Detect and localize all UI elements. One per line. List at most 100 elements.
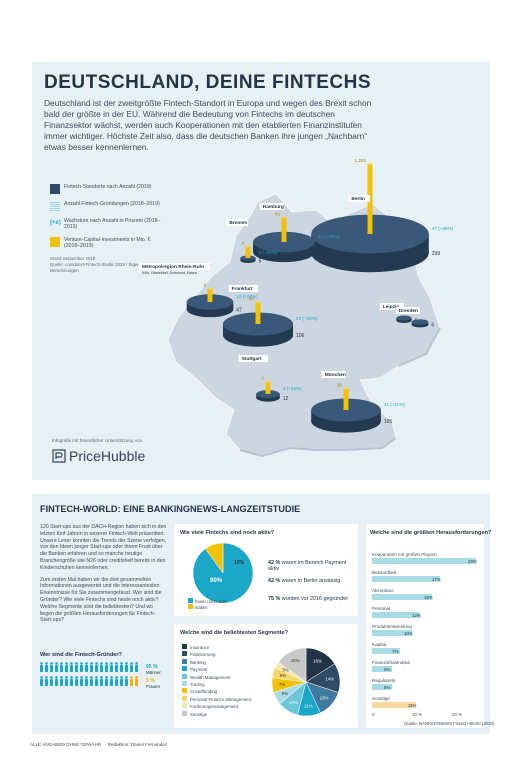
challenge-value-finanzinfrastruktur: 5% bbox=[384, 666, 391, 672]
city-label-box-dresden bbox=[395, 307, 420, 314]
city-label-box-frankfurt bbox=[228, 285, 258, 292]
segment-swatch-banking bbox=[182, 658, 187, 664]
city-growth-munchen: 21 (+11%) bbox=[384, 402, 405, 407]
person-icon bbox=[50, 676, 53, 686]
challenge-bar-finanzinfrastruktur bbox=[372, 666, 392, 672]
city-growth-hamburg: 17 (+26%) bbox=[318, 234, 340, 239]
challenges-axis: 0 10 % 20 % bbox=[372, 712, 482, 718]
city-name-munchen: München bbox=[325, 372, 346, 378]
segment-swatch-forderungsmanagement bbox=[182, 703, 187, 709]
legend-venture: Venture-Capital-Investments in Mio. € (2… bbox=[50, 237, 168, 249]
segment-legend-finanzierung: Finanzierung bbox=[182, 651, 251, 658]
person-icon bbox=[50, 662, 53, 672]
segment-value-crowdfunding: 7% bbox=[279, 682, 285, 687]
person-icon bbox=[65, 662, 68, 672]
segment-label-personal-finance-management: Personal Finance Management bbox=[190, 696, 252, 702]
city-name-stuttgart: Stuttgart bbox=[242, 356, 262, 362]
inactive-pie-label: 10% bbox=[234, 560, 245, 566]
segment-swatch-insurance bbox=[182, 644, 187, 649]
segment-legend-wealth-management: Wealth Management bbox=[182, 673, 251, 681]
city-label-box-hamburg bbox=[259, 203, 284, 210]
venture-bar-top-munchen bbox=[343, 387, 349, 390]
germany-shadow bbox=[239, 327, 441, 458]
active-pie-label: 90% bbox=[210, 578, 223, 584]
segment-swatch-trading bbox=[182, 681, 187, 687]
venture-value-bremen: 4 bbox=[241, 240, 244, 245]
challenge-row-kooperation-mit-gro-en-playern: Kooperation mit großen Playern 26% bbox=[372, 552, 482, 570]
challenge-label-personal: Personal bbox=[372, 606, 391, 611]
venture-bar-top-stuttgart bbox=[265, 380, 271, 383]
segments-legend: Insurance Finanzierung Banking Payment Wealt… bbox=[182, 644, 251, 718]
person-icon bbox=[80, 676, 83, 686]
segments-title: Welche sind die beliebtesten Segmente? bbox=[180, 630, 289, 636]
city-label-box-metropolregion-rhein-ruhr bbox=[139, 263, 210, 270]
person-icon bbox=[130, 676, 133, 686]
challenge-bar-bekanntheit bbox=[372, 576, 440, 582]
person-icon bbox=[75, 662, 78, 672]
city-growth-berlin: 47 (+26%) bbox=[432, 226, 454, 231]
city-stuttgart: 6 Stuttgart 12 3 (+33%) bbox=[238, 355, 302, 402]
challenge-bar-sonstige bbox=[372, 702, 416, 708]
person-icon bbox=[110, 662, 113, 672]
person-icon bbox=[65, 676, 68, 686]
active-legend-swatch bbox=[188, 598, 193, 603]
axis-tick: 20 % bbox=[452, 712, 463, 717]
city-label-box-stuttgart bbox=[238, 355, 268, 362]
challenge-bar-regulatorik bbox=[372, 684, 392, 690]
challenge-row-akzeptanz: Akzeptanz 15% bbox=[372, 588, 482, 606]
person-icon bbox=[75, 676, 78, 686]
legend-growth: (+x) Wachstum nach Anzahl in Prozent (20… bbox=[50, 218, 161, 230]
segment-value-banking: 13% bbox=[320, 695, 329, 700]
venture-bar-hamburg bbox=[281, 217, 287, 242]
challenge-value-sonstige: 11% bbox=[408, 702, 417, 708]
segment-label-insurance: Insurance bbox=[190, 645, 210, 650]
person-icon bbox=[120, 662, 123, 672]
segment-value-trading: 6% bbox=[282, 691, 288, 696]
segment-label-wealth-management: Wealth Management bbox=[190, 674, 231, 680]
legend-source: Stand September 2019 Quelle: comdirect-F… bbox=[50, 256, 143, 273]
pie-slice-inaktiv bbox=[205, 542, 224, 574]
city-count-munchen: 105 bbox=[384, 419, 393, 425]
segment-label-forderungsmanagement: Forderungsmanagement bbox=[190, 704, 239, 710]
person-icon bbox=[105, 676, 108, 686]
study-text: 120 Start-ups aus der DACH-Region haben … bbox=[40, 524, 167, 624]
venture-value-stuttgart: 6 bbox=[261, 376, 264, 381]
venture-bar-munchen bbox=[343, 388, 349, 410]
venture-bar-frankfurt bbox=[255, 302, 261, 324]
person-icon bbox=[40, 676, 43, 686]
challenge-row-bekanntheit: Bekanntheit 17% bbox=[372, 570, 482, 588]
challenge-value-kapital: 7% bbox=[392, 648, 399, 654]
challenge-label-kapital: Kapital bbox=[372, 642, 387, 647]
challenge-bar-personal bbox=[372, 612, 420, 618]
city-growth-bremen: 1 (+25%) bbox=[259, 250, 278, 255]
person-icon bbox=[90, 676, 93, 686]
person-icon bbox=[95, 662, 98, 672]
challenge-label-regulatorik: Regulatorik bbox=[372, 678, 396, 683]
legend-swatch-foundings bbox=[50, 201, 60, 211]
axis-tick: 0 bbox=[372, 712, 375, 717]
cylinder-top-dresden bbox=[411, 319, 429, 325]
person-icon bbox=[55, 676, 58, 686]
venture-bar-top-berlin bbox=[367, 163, 373, 165]
segment-swatch-crowdfunding bbox=[182, 688, 187, 694]
city-dresden: Dresden 6 bbox=[395, 307, 434, 329]
challenge-bar-kapital bbox=[372, 648, 400, 654]
segment-legend-banking: Banking bbox=[182, 658, 251, 666]
challenge-value-akzeptanz: 15% bbox=[424, 594, 433, 600]
segment-value-personal-finance-management: 5% bbox=[280, 673, 286, 678]
venture-value-metropolregion-rhein-ruhr: 9 bbox=[203, 283, 206, 288]
challenges-bars: Kooperation mit großen Playern 26% Bekannt… bbox=[372, 552, 482, 714]
pie-slice-sonstige bbox=[278, 647, 307, 683]
challenge-row-finanzinfrastruktur: Finanzinfrastruktur 5% bbox=[372, 660, 482, 678]
city-label-box-berlin bbox=[348, 195, 370, 202]
challenge-row-personal: Personal 12% bbox=[372, 606, 482, 624]
study-title: FINTECH-WORLD: EINE BANKINGNEWS-LANGZEIT… bbox=[40, 504, 301, 514]
fact-payment: 42 % waren im Bereich Payment aktiv bbox=[268, 560, 347, 572]
challenge-row-kapital: Kapital 7% bbox=[372, 642, 482, 660]
city-count-frankfurt: 106 bbox=[296, 333, 305, 339]
person-icon bbox=[60, 676, 63, 686]
segment-swatch-personal-finance-management bbox=[182, 695, 187, 701]
venture-bar-stuttgart bbox=[265, 381, 271, 394]
